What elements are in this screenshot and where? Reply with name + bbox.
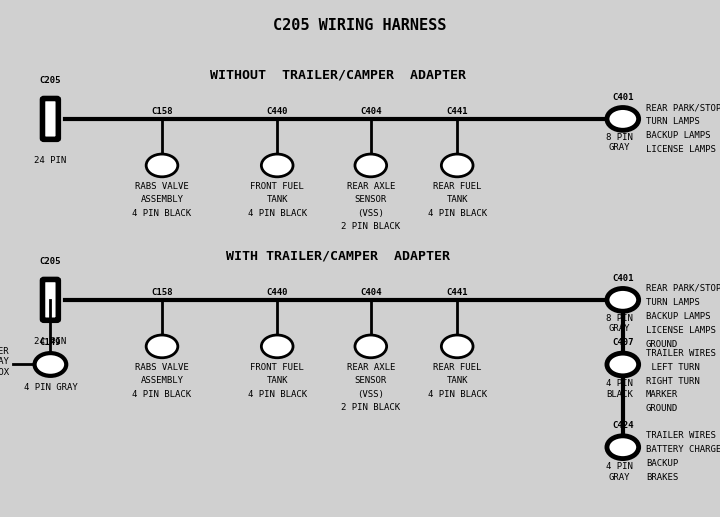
Text: C149: C149	[40, 339, 61, 347]
Circle shape	[146, 335, 178, 358]
Text: C205: C205	[40, 77, 61, 85]
Text: BLACK: BLACK	[606, 390, 633, 399]
Text: TANK: TANK	[266, 376, 288, 385]
Text: 4 PIN BLACK: 4 PIN BLACK	[132, 390, 192, 399]
Text: C401: C401	[612, 93, 634, 102]
Circle shape	[441, 335, 473, 358]
Text: REAR AXLE: REAR AXLE	[346, 182, 395, 191]
Text: GRAY: GRAY	[608, 143, 630, 151]
Text: (VSS): (VSS)	[357, 209, 384, 218]
Text: BACKUP LAMPS: BACKUP LAMPS	[646, 131, 711, 140]
Text: 4 PIN BLACK: 4 PIN BLACK	[248, 390, 307, 399]
Text: GRAY: GRAY	[608, 473, 630, 482]
Text: REAR FUEL: REAR FUEL	[433, 363, 482, 372]
Text: LICENSE LAMPS: LICENSE LAMPS	[646, 326, 716, 335]
Text: REAR AXLE: REAR AXLE	[346, 363, 395, 372]
Text: BRAKES: BRAKES	[646, 473, 678, 482]
Text: 4 PIN: 4 PIN	[606, 462, 633, 470]
Text: BATTERY CHARGE: BATTERY CHARGE	[646, 445, 720, 454]
Text: TURN LAMPS: TURN LAMPS	[646, 298, 700, 307]
Text: REAR PARK/STOP: REAR PARK/STOP	[646, 284, 720, 293]
Text: BACKUP LAMPS: BACKUP LAMPS	[646, 312, 711, 321]
Text: C158: C158	[151, 108, 173, 116]
Text: 4 PIN BLACK: 4 PIN BLACK	[248, 209, 307, 218]
Text: GROUND: GROUND	[646, 404, 678, 414]
Text: 24 PIN: 24 PIN	[35, 337, 66, 346]
Text: BACKUP: BACKUP	[646, 459, 678, 468]
Text: 24 PIN: 24 PIN	[35, 156, 66, 165]
Text: TURN LAMPS: TURN LAMPS	[646, 117, 700, 126]
Text: 8 PIN: 8 PIN	[606, 133, 633, 142]
Text: C158: C158	[151, 288, 173, 297]
Text: ASSEMBLY: ASSEMBLY	[140, 376, 184, 385]
Text: GRAY: GRAY	[608, 324, 630, 332]
Circle shape	[355, 335, 387, 358]
FancyBboxPatch shape	[42, 279, 58, 320]
Text: (VSS): (VSS)	[357, 390, 384, 399]
Text: TANK: TANK	[266, 195, 288, 204]
Text: RABS VALVE: RABS VALVE	[135, 363, 189, 372]
Text: SENSOR: SENSOR	[355, 376, 387, 385]
Circle shape	[261, 154, 293, 177]
Circle shape	[607, 288, 639, 311]
Text: LICENSE LAMPS: LICENSE LAMPS	[646, 145, 716, 154]
Circle shape	[607, 108, 639, 130]
Text: RABS VALVE: RABS VALVE	[135, 182, 189, 191]
Text: MARKER: MARKER	[646, 390, 678, 400]
Circle shape	[607, 353, 639, 376]
Text: WITHOUT  TRAILER/CAMPER  ADAPTER: WITHOUT TRAILER/CAMPER ADAPTER	[210, 68, 467, 82]
Text: TRAILER WIRES: TRAILER WIRES	[646, 431, 716, 440]
Text: TRAILER WIRES: TRAILER WIRES	[646, 348, 716, 358]
Text: C424: C424	[612, 421, 634, 430]
Text: 4 PIN BLACK: 4 PIN BLACK	[428, 209, 487, 218]
Text: TANK: TANK	[446, 195, 468, 204]
Text: REAR PARK/STOP: REAR PARK/STOP	[646, 103, 720, 112]
Text: FRONT FUEL: FRONT FUEL	[251, 363, 304, 372]
Text: 4 PIN: 4 PIN	[606, 379, 633, 388]
Text: C401: C401	[612, 274, 634, 283]
Circle shape	[35, 353, 66, 376]
Text: 2 PIN BLACK: 2 PIN BLACK	[341, 222, 400, 231]
Text: SENSOR: SENSOR	[355, 195, 387, 204]
Text: GROUND: GROUND	[646, 340, 678, 349]
Text: C205: C205	[40, 257, 61, 266]
Text: FRONT FUEL: FRONT FUEL	[251, 182, 304, 191]
Text: TANK: TANK	[446, 376, 468, 385]
Circle shape	[607, 436, 639, 459]
Circle shape	[146, 154, 178, 177]
Text: C440: C440	[266, 108, 288, 116]
Text: C205 WIRING HARNESS: C205 WIRING HARNESS	[274, 18, 446, 33]
Text: C440: C440	[266, 288, 288, 297]
Text: C441: C441	[446, 288, 468, 297]
Text: TRAILER
RELAY
BOX: TRAILER RELAY BOX	[0, 347, 9, 377]
Text: RIGHT TURN: RIGHT TURN	[646, 376, 700, 386]
Circle shape	[261, 335, 293, 358]
Text: 8 PIN: 8 PIN	[606, 314, 633, 323]
Text: 4 PIN GRAY: 4 PIN GRAY	[24, 383, 77, 391]
Text: 4 PIN BLACK: 4 PIN BLACK	[428, 390, 487, 399]
Text: C404: C404	[360, 108, 382, 116]
Text: C404: C404	[360, 288, 382, 297]
FancyBboxPatch shape	[42, 98, 58, 139]
Text: 4 PIN BLACK: 4 PIN BLACK	[132, 209, 192, 218]
Circle shape	[441, 154, 473, 177]
Text: REAR FUEL: REAR FUEL	[433, 182, 482, 191]
Circle shape	[355, 154, 387, 177]
Text: C441: C441	[446, 108, 468, 116]
Text: LEFT TURN: LEFT TURN	[646, 362, 700, 372]
Text: C407: C407	[612, 339, 634, 347]
Text: ASSEMBLY: ASSEMBLY	[140, 195, 184, 204]
Text: 2 PIN BLACK: 2 PIN BLACK	[341, 403, 400, 412]
Text: WITH TRAILER/CAMPER  ADAPTER: WITH TRAILER/CAMPER ADAPTER	[226, 249, 451, 263]
